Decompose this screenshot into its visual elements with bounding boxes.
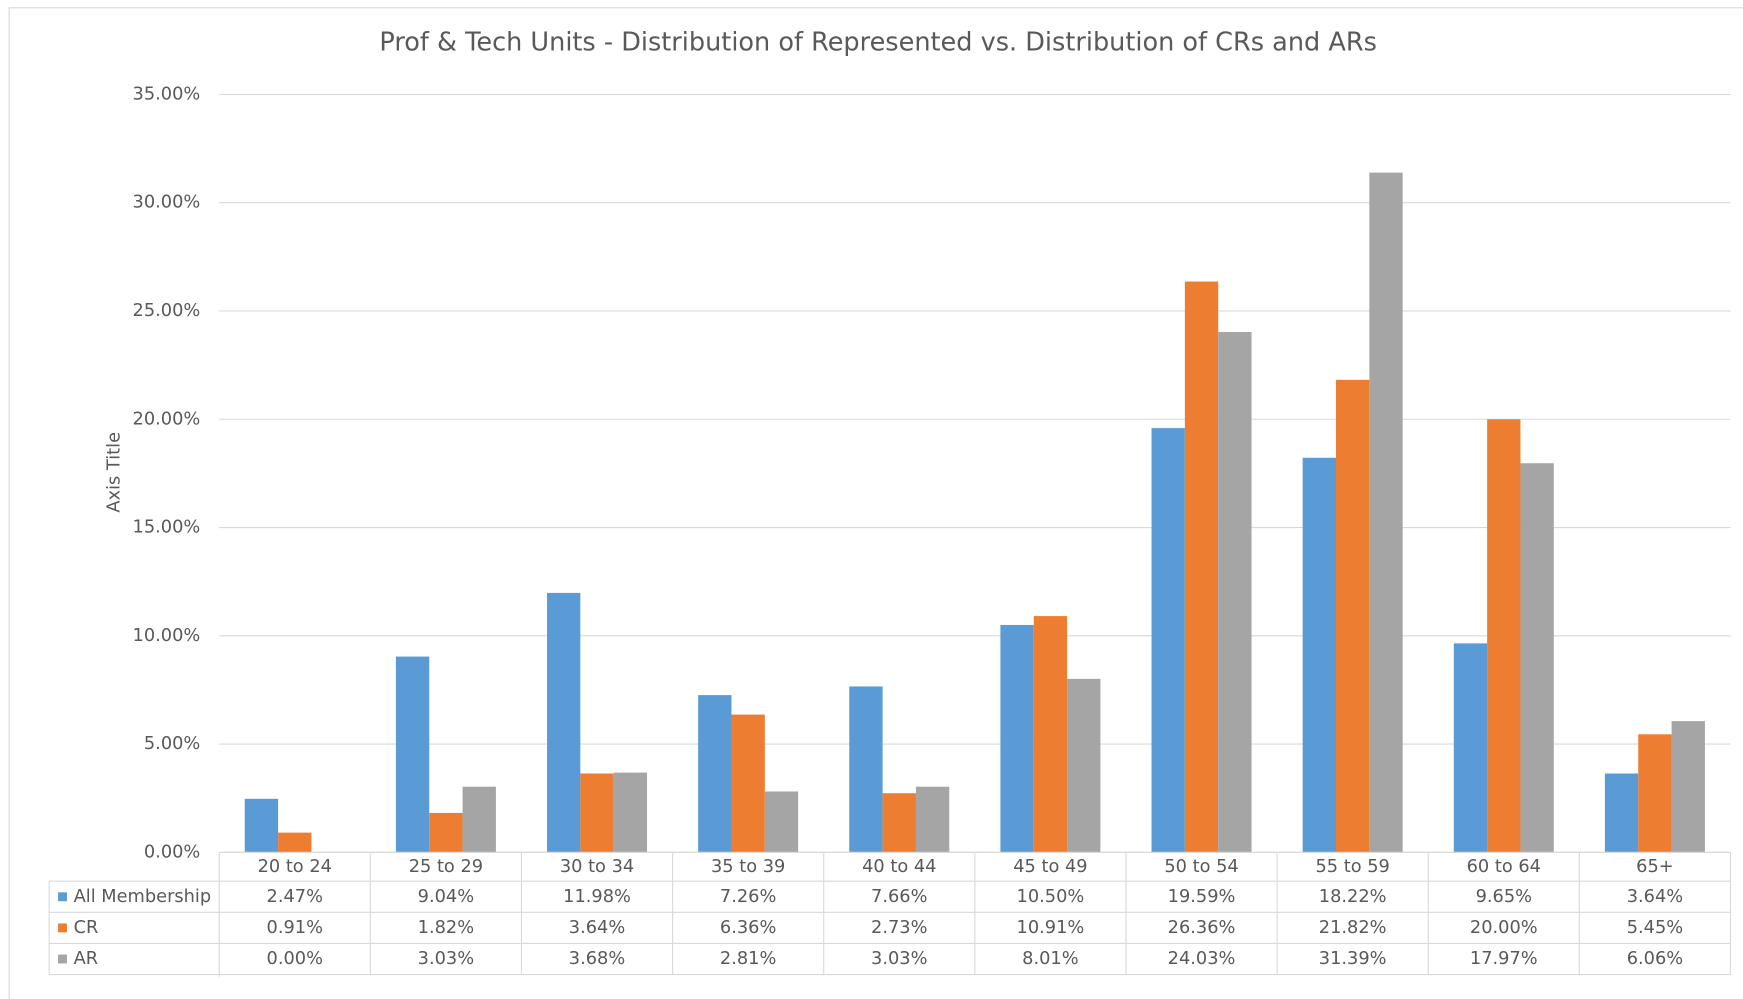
table-value: 21.82% xyxy=(1319,918,1387,938)
table-value: 0.00% xyxy=(267,949,323,969)
table-value: 31.39% xyxy=(1319,949,1387,969)
y-tick-label: 30.00% xyxy=(133,193,201,213)
y-tick-label: 10.00% xyxy=(133,626,201,646)
table-value: 0.91% xyxy=(267,918,323,938)
table-value: 10.91% xyxy=(1017,918,1085,938)
y-tick-label: 25.00% xyxy=(133,301,201,321)
x-tick-label: 60 to 64 xyxy=(1467,857,1541,877)
table-value: 2.81% xyxy=(720,949,776,969)
chart-title: Prof & Tech Units - Distribution of Repr… xyxy=(379,27,1377,57)
table-value: 6.06% xyxy=(1627,949,1683,969)
bar xyxy=(1335,379,1370,853)
bar xyxy=(698,695,732,853)
x-tick-label: 65+ xyxy=(1636,857,1674,877)
table-value: 2.47% xyxy=(267,887,323,907)
table-value: 24.03% xyxy=(1168,949,1236,969)
table-value: 6.36% xyxy=(720,918,776,938)
bar xyxy=(915,786,950,853)
bar xyxy=(1302,457,1336,853)
bar xyxy=(278,832,312,853)
bar xyxy=(580,773,614,853)
x-tick-label: 50 to 54 xyxy=(1164,857,1238,877)
table-value: 11.98% xyxy=(563,887,631,907)
y-axis-title: Axis Title xyxy=(105,432,125,513)
x-tick-label: 55 to 59 xyxy=(1315,857,1389,877)
bar xyxy=(1604,773,1639,853)
bar xyxy=(1671,721,1705,853)
bar xyxy=(429,812,463,853)
table-value: 9.65% xyxy=(1476,887,1532,907)
bar xyxy=(1520,463,1554,853)
bar xyxy=(764,791,799,853)
bar xyxy=(1369,172,1403,853)
y-tick-label: 15.00% xyxy=(133,518,201,538)
y-tick-label: 0.00% xyxy=(144,842,200,862)
x-tick-label: 25 to 29 xyxy=(409,857,483,877)
legend-swatch xyxy=(58,892,67,902)
table-value: 3.03% xyxy=(418,949,474,969)
bar xyxy=(1453,643,1488,853)
table-value: 3.64% xyxy=(1627,887,1683,907)
bar xyxy=(395,656,430,853)
bar xyxy=(1638,734,1672,853)
bar xyxy=(244,798,279,853)
y-tick-label: 5.00% xyxy=(144,734,200,754)
bar xyxy=(1487,419,1521,853)
bar xyxy=(1151,428,1185,853)
table-value: 7.26% xyxy=(720,887,776,907)
x-tick-label: 35 to 39 xyxy=(711,857,785,877)
table-value: 3.03% xyxy=(871,949,927,969)
table-value: 8.01% xyxy=(1022,949,1078,969)
table-value: 17.97% xyxy=(1470,949,1538,969)
x-tick-label: 30 to 34 xyxy=(560,857,634,877)
table-value: 26.36% xyxy=(1168,918,1236,938)
table-value: 5.45% xyxy=(1627,918,1683,938)
y-tick-label: 35.00% xyxy=(133,84,201,104)
table-value: 3.64% xyxy=(569,918,625,938)
legend-swatch xyxy=(58,923,67,933)
bar xyxy=(882,793,916,853)
legend-label: AR xyxy=(74,949,99,969)
legend-label: CR xyxy=(74,918,99,938)
table-value: 10.50% xyxy=(1017,887,1085,907)
table-value: 7.66% xyxy=(871,887,927,907)
bar xyxy=(1218,331,1252,853)
bar xyxy=(613,772,648,853)
table-value: 18.22% xyxy=(1319,887,1387,907)
x-tick-label: 40 to 44 xyxy=(862,857,936,877)
y-tick-label: 20.00% xyxy=(133,409,201,429)
bar xyxy=(1184,281,1219,853)
table-value: 3.68% xyxy=(569,949,625,969)
bar xyxy=(1033,616,1068,853)
bar xyxy=(1067,678,1101,853)
bar xyxy=(547,592,581,853)
table-value: 19.59% xyxy=(1168,887,1236,907)
x-tick-label: 20 to 24 xyxy=(258,857,332,877)
bar xyxy=(1000,624,1034,853)
bar xyxy=(731,714,765,853)
legend-swatch xyxy=(58,954,67,964)
table-value: 20.00% xyxy=(1470,918,1538,938)
legend-label: All Membership xyxy=(74,887,211,907)
bar xyxy=(849,686,883,853)
bar xyxy=(462,786,496,853)
table-value: 1.82% xyxy=(418,918,474,938)
table-value: 9.04% xyxy=(418,887,474,907)
x-tick-label: 45 to 49 xyxy=(1013,857,1087,877)
chart-frame xyxy=(8,7,1743,999)
table-value: 2.73% xyxy=(871,918,927,938)
